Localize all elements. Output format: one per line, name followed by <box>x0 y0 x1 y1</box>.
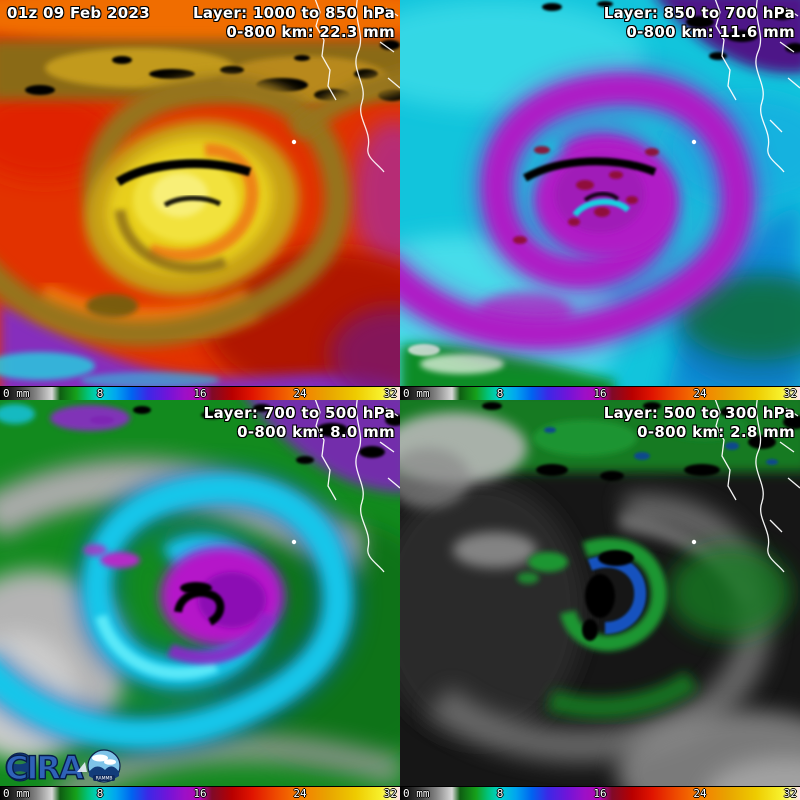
colorbar-tick: 32 <box>783 787 797 800</box>
coastline-overlay <box>314 0 400 173</box>
colorbar-tick: 0 mm <box>3 387 30 400</box>
colorbar-tick: 8 <box>96 787 104 800</box>
storm-center-dot <box>291 539 297 545</box>
rammb-label: RAMMB <box>96 776 113 782</box>
colorbar-tick: 16 <box>593 387 607 400</box>
colorbar-tick: 24 <box>293 787 307 800</box>
colorbar-tick: 24 <box>293 387 307 400</box>
coastline-overlay <box>714 0 800 173</box>
colorbar-tick: 24 <box>693 787 707 800</box>
colorbar-tick: 8 <box>496 787 504 800</box>
colorbar: 0 mm 8 16 24 32 <box>400 386 800 400</box>
panel-layer-700-500: Layer: 700 to 500 hPa 0-800 km: 8.0 mm C… <box>0 400 400 800</box>
colorbar-tick: 24 <box>693 387 707 400</box>
coastline-overlay <box>314 400 400 573</box>
storm-center-dot <box>691 139 697 145</box>
colorbar-tick: 0 mm <box>3 787 30 800</box>
panel-layer-850-700: Layer: 850 to 700 hPa 0-800 km: 11.6 mm … <box>400 0 800 400</box>
panel-layer-500-300: Layer: 500 to 300 hPa 0-800 km: 2.8 mm 0… <box>400 400 800 800</box>
colorbar-tick: 16 <box>193 787 207 800</box>
cira-rammb-logo: CIRA RAMMB <box>3 746 121 788</box>
colorbar-tick: 8 <box>96 387 104 400</box>
colorbar-tick: 32 <box>783 387 797 400</box>
colorbar-tick: 0 mm <box>403 787 430 800</box>
coastline-overlay <box>714 400 800 573</box>
colorbar: 0 mm 8 16 24 32 <box>400 786 800 800</box>
colorbar-tick: 32 <box>383 787 397 800</box>
svg-text:CIRA: CIRA <box>5 749 84 786</box>
satellite-image-500-300 <box>400 400 800 800</box>
colorbar: 0 mm 8 16 24 32 <box>0 386 400 400</box>
satellite-image-1000-850 <box>0 0 400 400</box>
panel-layer-1000-850: 01z 09 Feb 2023 Layer: 1000 to 850 hPa 0… <box>0 0 400 400</box>
storm-center-dot <box>691 539 697 545</box>
colorbar-tick: 16 <box>193 387 207 400</box>
storm-center-dot <box>291 139 297 145</box>
colorbar-tick: 8 <box>496 387 504 400</box>
colorbar: 0 mm 8 16 24 32 <box>0 786 400 800</box>
colorbar-tick: 32 <box>383 387 397 400</box>
satellite-image-850-700 <box>400 0 800 400</box>
colorbar-tick: 0 mm <box>403 387 430 400</box>
satellite-image-700-500 <box>0 400 400 800</box>
colorbar-tick: 16 <box>593 787 607 800</box>
